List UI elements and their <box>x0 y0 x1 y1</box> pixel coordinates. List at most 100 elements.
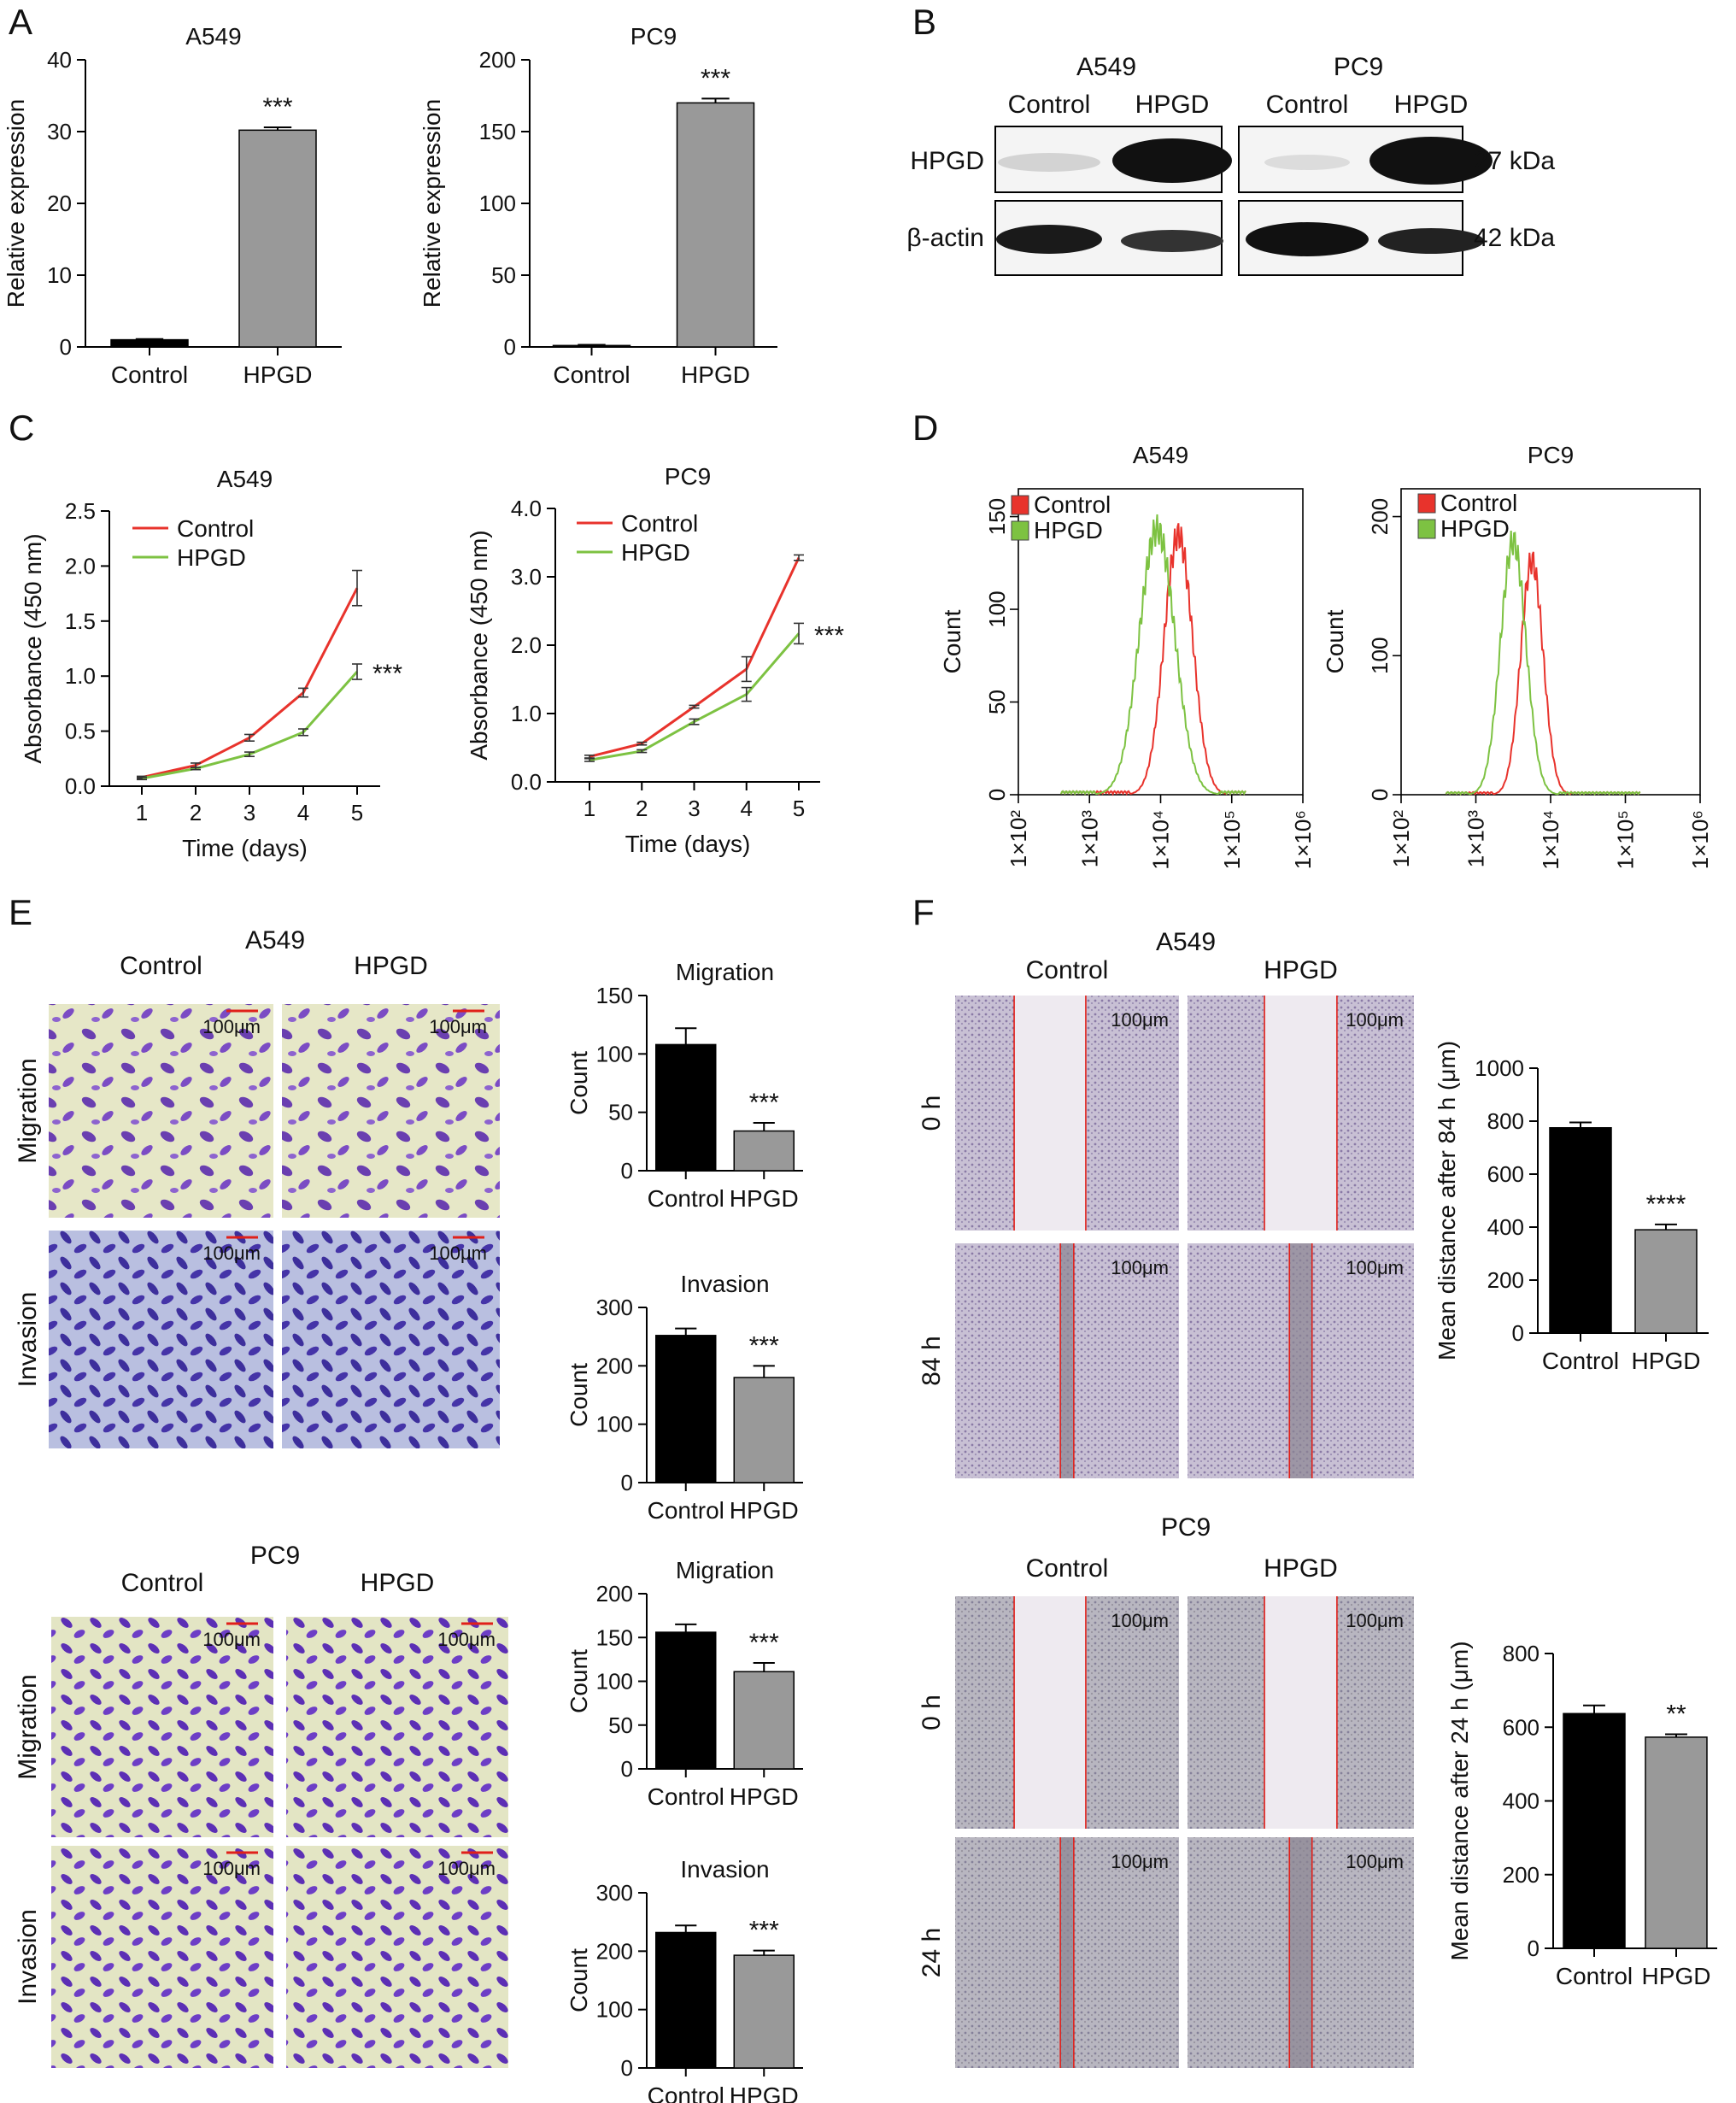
histogram-trace-HPGD <box>1445 531 1641 796</box>
y-tick-label: 0.0 <box>511 769 542 795</box>
x-tick-label: HPGD <box>1632 1348 1701 1374</box>
y-tick-label: 20 <box>47 191 72 216</box>
significance-label: *** <box>749 1089 779 1117</box>
x-tick-label: 2 <box>636 796 648 821</box>
y-tick-label: 150 <box>596 1624 633 1650</box>
legend-label: HPGD <box>177 544 246 571</box>
micrograph-image <box>49 1004 273 1218</box>
y-tick-label: 0 <box>60 334 72 360</box>
micrograph-image <box>286 1617 508 1837</box>
y-tick-label: 0.0 <box>65 773 96 799</box>
wound-gap <box>1060 1243 1074 1478</box>
x-tick-label: 1×10⁵ <box>1219 810 1245 869</box>
histogram-D1: A549 0 50 100 150 1×10² 1×10³ 1×10⁴ 1×10⁵ 1×10⁶ Co… <box>939 442 1316 870</box>
bar <box>110 338 189 348</box>
micrograph-image <box>282 1004 500 1218</box>
chart-title: PC9 <box>1528 442 1574 468</box>
x-tick-label: HPGD <box>681 361 750 388</box>
micrograph-row-label: Invasion <box>14 1292 42 1388</box>
x-tick-label: 1×10⁶ <box>1290 810 1316 869</box>
x-tick-label: 1×10³ <box>1076 810 1102 868</box>
y-tick-label: 0 <box>621 1470 633 1495</box>
y-tick-label: 0 <box>1528 1936 1540 1961</box>
y-tick-label: 300 <box>596 1295 633 1320</box>
micrograph-group-PC9: PC9 Control HPGD Migration 100μm 100μm Invasio… <box>14 1542 508 2068</box>
x-tick-label: 2 <box>190 800 202 825</box>
x-tick-label: 1×10⁵ <box>1613 810 1639 869</box>
wound-gap <box>1289 1837 1312 2068</box>
y-axis-label: Count <box>939 609 965 673</box>
wound-gap <box>1014 1596 1086 1829</box>
y-tick-label: 100 <box>479 191 516 216</box>
y-tick-label: 30 <box>47 119 72 144</box>
wound-row-label: 0 h <box>918 1695 946 1730</box>
y-tick-label: 1.0 <box>511 701 542 726</box>
y-tick-label: 2.0 <box>65 553 96 579</box>
y-tick-label: 3.0 <box>511 564 542 590</box>
y-tick-label: 200 <box>596 1938 633 1964</box>
x-tick-label: 1×10⁴ <box>1538 810 1563 870</box>
micrograph-column-label: HPGD <box>361 1569 435 1597</box>
legend-label: Control <box>177 515 254 542</box>
wound-column-label: Control <box>1026 956 1109 984</box>
y-tick-label: 100 <box>596 1041 633 1066</box>
panel-label-A: A <box>9 2 32 42</box>
bar <box>655 1631 717 1770</box>
y-tick-label: 600 <box>1503 1714 1540 1740</box>
scale-bar-label: 100μm <box>202 1629 261 1650</box>
y-tick-label: 400 <box>1487 1214 1524 1240</box>
bar <box>733 1671 795 1770</box>
x-tick-label: HPGD <box>730 1185 799 1212</box>
x-tick-label: 1×10³ <box>1463 810 1489 868</box>
bar <box>733 1954 795 2069</box>
micrograph-column-label: HPGD <box>354 952 428 980</box>
y-tick-label: 150 <box>984 498 1010 535</box>
x-tick-label: 5 <box>351 800 363 825</box>
wound-group-A549: A549 Control HPGD 0 h 100μm 100μm 84 h 100μm 100… <box>918 928 1414 1478</box>
panel-label-C: C <box>9 408 34 448</box>
scale-bar-label: 100μm <box>202 1016 261 1037</box>
series-line-Control <box>141 587 359 779</box>
bar <box>655 1043 717 1172</box>
x-tick-label: HPGD <box>730 1497 799 1524</box>
x-tick-label: 1×10² <box>1006 810 1031 868</box>
scale-bar-label: 100μm <box>429 1016 487 1037</box>
panel-label-D: D <box>912 408 938 448</box>
bar <box>1634 1229 1698 1334</box>
x-tick-label: HPGD <box>243 361 313 388</box>
bar <box>733 1130 795 1172</box>
x-tick-label: Control <box>648 2082 724 2103</box>
scale-bar-label: 100μm <box>1111 1610 1169 1631</box>
micrograph-row-label: Migration <box>14 1058 42 1163</box>
y-tick-label: 200 <box>596 1353 633 1378</box>
x-tick-label: HPGD <box>730 1783 799 1810</box>
micrograph-group-title: PC9 <box>250 1542 300 1570</box>
blot-band <box>996 225 1102 254</box>
y-tick-label: 1.0 <box>65 663 96 689</box>
y-axis-label: Relative expression <box>3 99 29 308</box>
legend-swatch <box>1011 495 1029 515</box>
x-tick-label: 4 <box>297 800 309 825</box>
blot-band <box>1112 138 1232 183</box>
y-tick-label: 0.5 <box>65 719 96 744</box>
y-tick-label: 200 <box>1367 498 1393 535</box>
legend-label: Control <box>621 510 698 537</box>
blot-lane-label: Control <box>1266 91 1349 119</box>
x-tick-label: 1×10⁶ <box>1687 810 1713 869</box>
y-tick-label: 0 <box>621 1756 633 1782</box>
y-tick-label: 0 <box>1367 789 1393 801</box>
micrograph-column-label: Control <box>120 952 202 980</box>
micrograph-image <box>286 1846 508 2068</box>
bar-chart-A2: PC9 0 50 100 150 200 Control HPGD *** Relative ex… <box>419 23 777 388</box>
y-tick-label: 0 <box>984 789 1010 801</box>
legend-label: HPGD <box>1440 515 1510 542</box>
significance-label: *** <box>749 1917 779 1945</box>
significance-label: ** <box>1666 1700 1686 1728</box>
legend-label: HPGD <box>1034 517 1103 543</box>
x-tick-label: 3 <box>243 800 255 825</box>
blot-band <box>998 153 1100 172</box>
x-tick-label: Control <box>648 1497 724 1524</box>
micrograph-group-title: A549 <box>245 926 305 955</box>
wound-row-label: 0 h <box>918 1096 946 1131</box>
